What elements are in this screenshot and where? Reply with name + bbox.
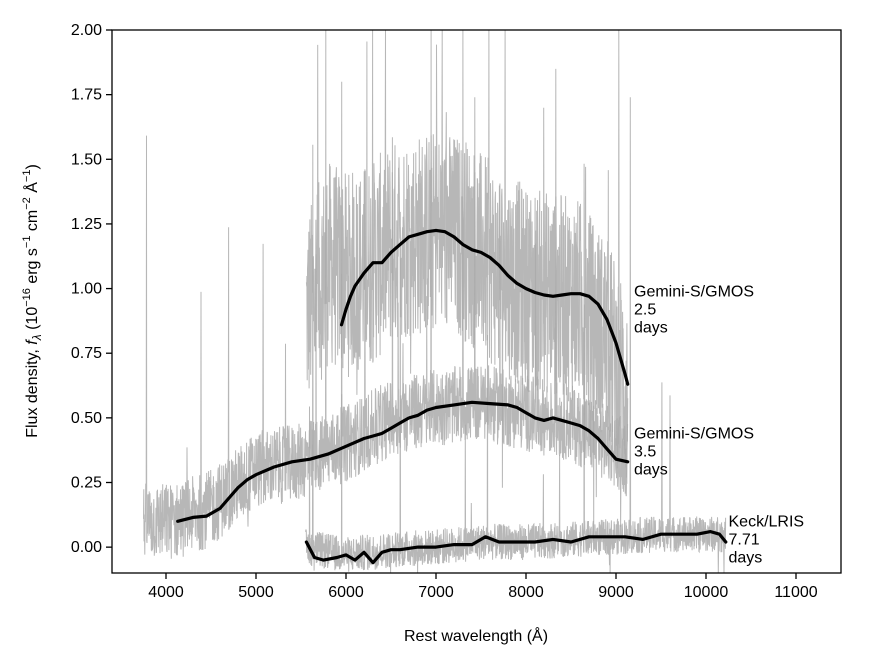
annotation-line: days [634, 462, 668, 479]
x-tick-label: 5000 [238, 584, 274, 601]
annotation-line: 3.5 [634, 444, 656, 461]
smoothed-spectra-layer [176, 228, 728, 565]
smoothed-spectrum-3 [304, 530, 728, 565]
plot-frame [111, 29, 842, 574]
smoothed-spectrum-2 [176, 400, 630, 523]
annotation-line: days [729, 549, 763, 566]
y-tick-label: 1.25 [71, 216, 102, 233]
annotation-1: Gemini-S/GMOS 2.5 days [634, 283, 754, 336]
raw-spectra-layer [143, 30, 727, 573]
annotation-2: Gemini-S/GMOS 3.5 days [634, 426, 754, 479]
x-tick-label: 10000 [684, 584, 729, 601]
smoothed-spectrum-1 [339, 228, 630, 386]
x-tick-label: 8000 [508, 584, 544, 601]
raw-spectrum-2 [143, 30, 629, 559]
annotation-line: Gemini-S/GMOS [634, 426, 754, 443]
y-tick-label: 0.00 [71, 539, 102, 556]
x-tick-label: 11000 [774, 584, 817, 601]
y-tick-label: 0.50 [71, 410, 102, 427]
y-tick-label: 1.75 [71, 87, 102, 104]
annotation-line: Keck/LRIS [729, 513, 805, 530]
y-tick-label: 1.00 [71, 281, 102, 298]
annotation-line: 7.71 [729, 531, 760, 548]
x-tick-label: 7000 [418, 584, 454, 601]
y-tick-label: 1.50 [71, 151, 102, 168]
annotation-line: 2.5 [634, 301, 656, 318]
y-axis-label: Flux density, fλ (10−16 erg s−1 cm−2 Å−1… [21, 164, 44, 438]
raw-spectrum-1 [305, 30, 629, 541]
annotation-3: Keck/LRIS 7.71 days [729, 513, 805, 566]
y-tick-label: 0.75 [71, 345, 102, 362]
annotation-line: days [634, 319, 668, 336]
x-tick-label: 4000 [148, 584, 184, 601]
y-tick-label: 0.25 [71, 475, 102, 492]
x-axis: 4000 5000 6000 7000 8000 9000 10000 11000 [148, 573, 818, 601]
raw-spectrum-3 [305, 97, 727, 573]
x-axis-label: Rest wavelength (Å) [404, 626, 548, 645]
x-tick-label: 6000 [328, 584, 364, 601]
y-axis: 0.00 0.25 0.50 0.75 1.00 1.25 1.50 1.75 2.00 [71, 22, 112, 556]
annotation-line: Gemini-S/GMOS [634, 283, 754, 300]
x-tick-label: 9000 [598, 584, 634, 601]
y-tick-label: 2.00 [71, 22, 102, 39]
